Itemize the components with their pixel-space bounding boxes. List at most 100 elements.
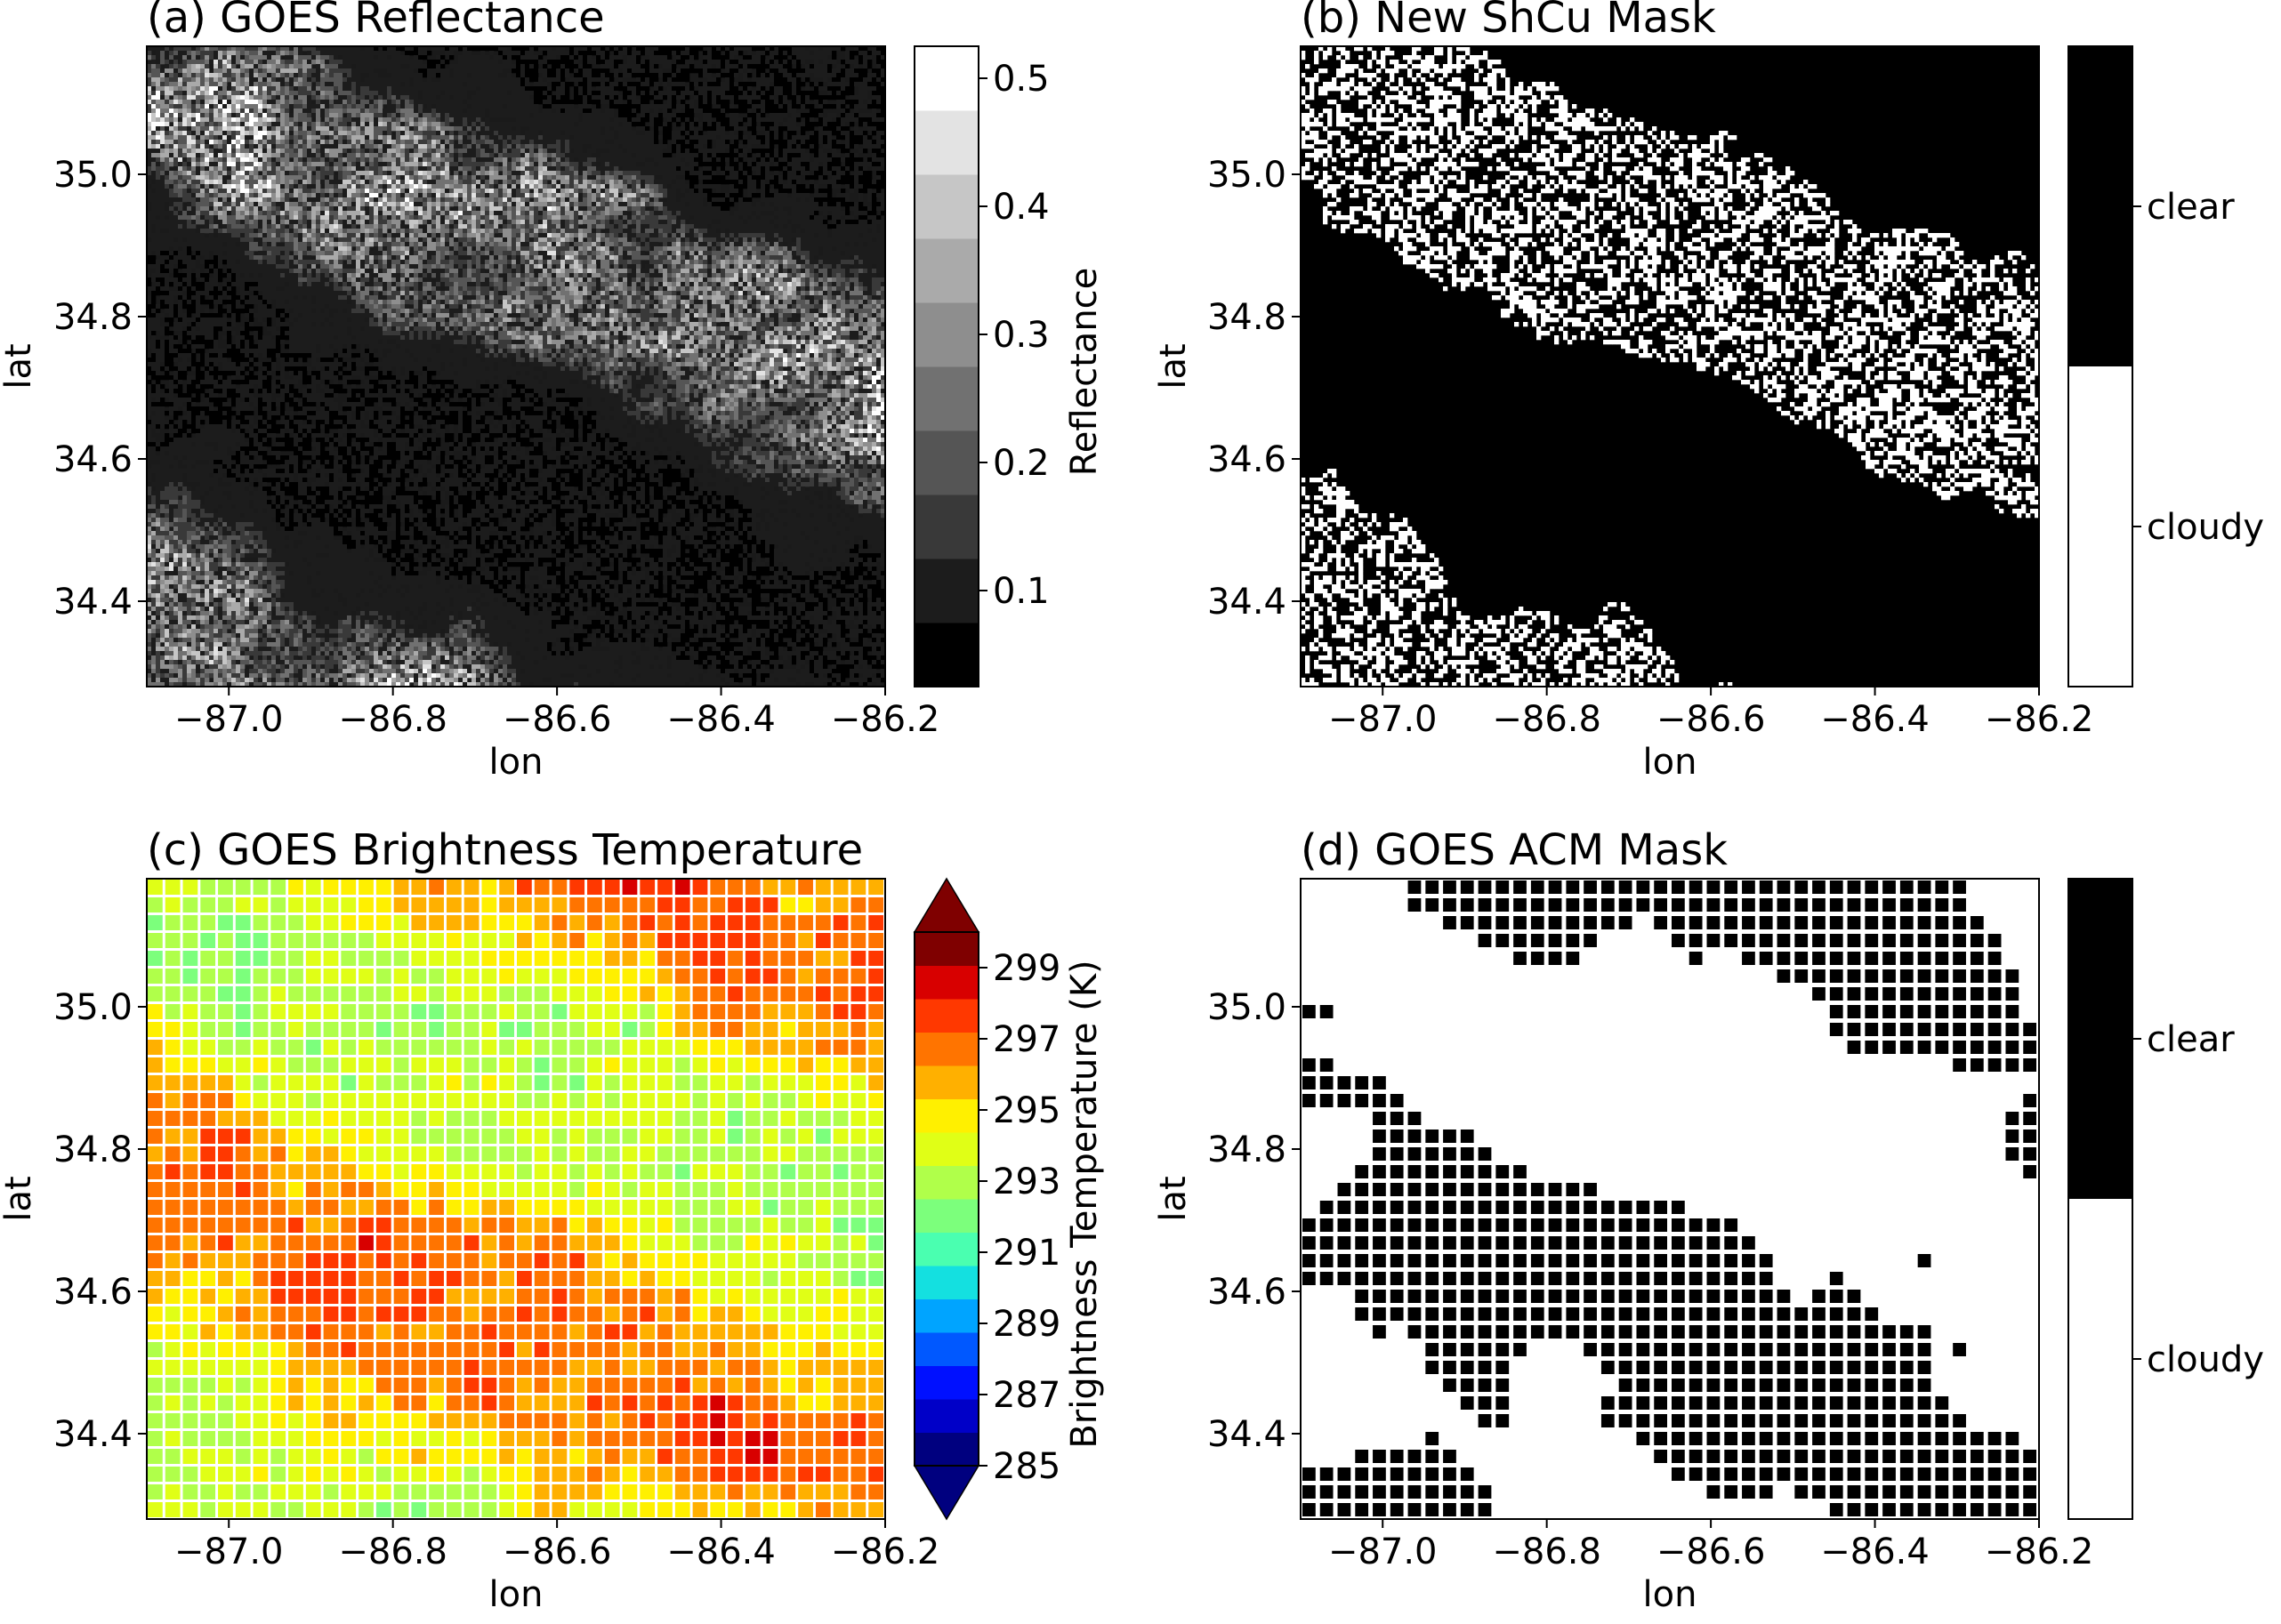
heatmap-cell: [329, 64, 334, 68]
heatmap-cell: [196, 73, 200, 77]
heatmap-cell: [347, 131, 351, 135]
heatmap-cell: [316, 60, 320, 64]
heatmap-cell: [156, 109, 160, 113]
heatmap-cell: [254, 91, 258, 95]
heatmap-cell: [276, 82, 280, 86]
heatmap-cell: [605, 73, 609, 77]
heatmap-cell: [654, 144, 658, 149]
heatmap-cell: [716, 140, 721, 144]
heatmap-cell: [520, 55, 525, 60]
heatmap-cell: [654, 140, 658, 144]
heatmap-cell: [472, 95, 476, 100]
heatmap-cell: [374, 100, 378, 104]
heatmap-cell: [756, 104, 761, 109]
heatmap-cell: [743, 64, 747, 68]
heatmap-cell: [356, 60, 360, 64]
heatmap-cell: [627, 109, 632, 113]
heatmap-cell: [858, 73, 863, 77]
heatmap-cell: [552, 77, 556, 82]
heatmap-cell: [431, 131, 436, 135]
heatmap-cell: [560, 109, 565, 113]
heatmap-cell: [351, 51, 356, 55]
heatmap-cell: [369, 109, 374, 113]
heatmap-cell: [191, 95, 196, 100]
heatmap-cell: [569, 82, 574, 86]
heatmap-cell: [231, 77, 236, 82]
heatmap-cell: [347, 77, 351, 82]
heatmap-cell: [876, 73, 881, 77]
heatmap-cell: [814, 68, 818, 73]
heatmap-cell: [525, 55, 529, 60]
heatmap-cell: [311, 131, 316, 135]
heatmap-cell: [307, 109, 311, 113]
heatmap-cell: [507, 104, 512, 109]
heatmap-cell: [516, 104, 520, 109]
heatmap-cell: [618, 86, 623, 91]
heatmap-cell: [689, 82, 694, 86]
heatmap-cell: [271, 77, 276, 82]
heatmap-cell: [743, 60, 747, 64]
heatmap-cell: [365, 100, 369, 104]
heatmap-cell: [725, 60, 729, 64]
heatmap-cell: [329, 135, 334, 140]
heatmap-cell: [814, 60, 818, 64]
heatmap-cell: [752, 113, 756, 117]
heatmap-cell: [805, 73, 810, 77]
heatmap-cell: [347, 68, 351, 73]
heatmap-cell: [360, 135, 365, 140]
heatmap-cell: [480, 77, 485, 82]
heatmap-cell: [681, 91, 685, 95]
heatmap-cell: [391, 55, 396, 60]
heatmap-cell: [503, 60, 507, 64]
heatmap-cell: [276, 55, 280, 60]
heatmap-cell: [556, 135, 560, 140]
heatmap-cell: [396, 95, 400, 100]
heatmap-cell: [792, 104, 796, 109]
heatmap-cell: [205, 117, 209, 122]
heatmap-cell: [507, 144, 512, 149]
heatmap-cell: [431, 122, 436, 126]
heatmap-cell: [587, 91, 592, 95]
heatmap-cell: [276, 109, 280, 113]
heatmap-cell: [294, 91, 298, 95]
heatmap-cell: [818, 104, 823, 109]
heatmap-cell: [765, 51, 770, 55]
heatmap-cell: [538, 86, 543, 91]
heatmap-cell: [334, 122, 338, 126]
heatmap-cell: [316, 82, 320, 86]
heatmap-cell: [222, 140, 227, 144]
heatmap-cell: [667, 126, 672, 131]
heatmap-cell: [778, 131, 783, 135]
heatmap-cell: [805, 86, 810, 91]
heatmap-cell: [587, 68, 592, 73]
heatmap-cell: [796, 135, 801, 140]
heatmap-cell: [160, 113, 165, 117]
heatmap-cell: [391, 135, 396, 140]
heatmap-cell: [507, 51, 512, 55]
heatmap-cell: [712, 135, 716, 140]
heatmap-cell: [756, 51, 761, 55]
heatmap-cell: [267, 86, 271, 91]
heatmap-cell: [529, 131, 534, 135]
heatmap-cell: [423, 122, 427, 126]
heatmap-cell: [231, 73, 236, 77]
heatmap-cell: [160, 60, 165, 64]
heatmap-cell: [627, 126, 632, 131]
heatmap-cell: [605, 126, 609, 131]
heatmap-cell: [391, 86, 396, 91]
heatmap-cell: [458, 104, 463, 109]
heatmap-cell: [565, 126, 569, 131]
heatmap-cell: [681, 51, 685, 55]
heatmap-cell: [280, 64, 285, 68]
heatmap-cell: [529, 68, 534, 73]
heatmap-cell: [823, 95, 827, 100]
heatmap-cell: [351, 55, 356, 60]
heatmap-cell: [792, 82, 796, 86]
heatmap-cell: [316, 73, 320, 77]
heatmap-cell: [249, 77, 254, 82]
heatmap-cell: [374, 109, 378, 113]
heatmap-cell: [262, 64, 267, 68]
heatmap-cell: [351, 73, 356, 77]
heatmap-cell: [538, 100, 543, 104]
heatmap-cell: [543, 51, 547, 55]
